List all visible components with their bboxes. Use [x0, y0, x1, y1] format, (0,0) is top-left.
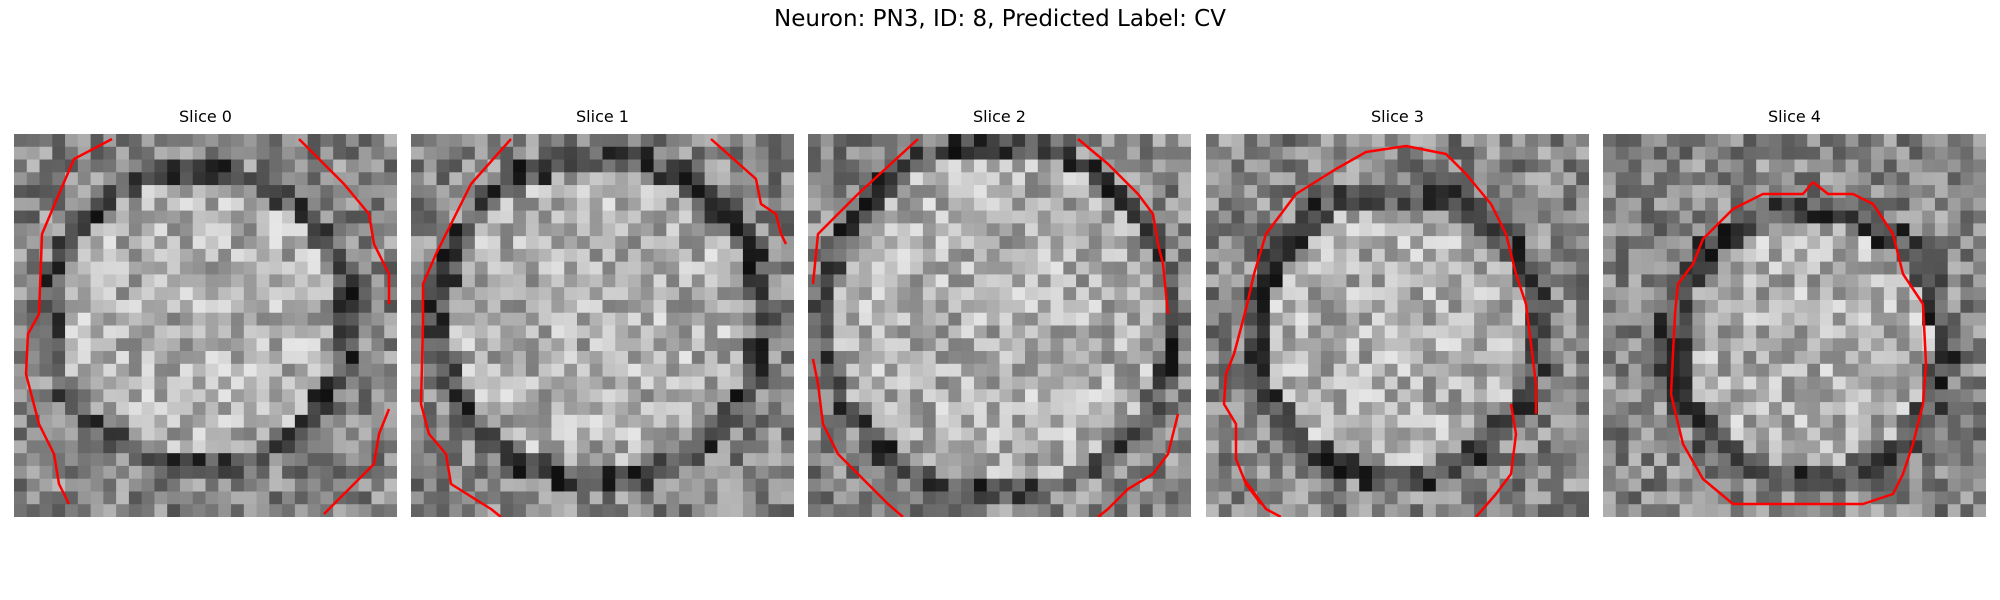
slice-image: [411, 134, 794, 517]
slice-title: Slice 4: [1768, 107, 1821, 126]
slice-panel-3: Slice 3: [1206, 105, 1589, 517]
contour-outline: [1222, 144, 1538, 505]
contour-outline: [811, 358, 904, 517]
slice-title: Slice 3: [1371, 107, 1424, 126]
slice-panel-4: Slice 4: [1603, 105, 1986, 517]
contour-outline: [323, 408, 391, 515]
slice-title: Slice 2: [973, 107, 1026, 126]
slice-panel-2: Slice 2: [808, 105, 1191, 517]
slice-image: [14, 134, 397, 517]
slice-title: Slice 0: [179, 107, 232, 126]
slice-image: [808, 134, 1191, 517]
contour-outline: [419, 138, 512, 517]
slice-title: Slice 1: [576, 107, 629, 126]
contour-outline: [1475, 403, 1518, 517]
contour-outline: [1097, 413, 1180, 517]
contour-outline: [811, 138, 919, 285]
contour-outline: [298, 138, 391, 304]
contour-outline: [24, 137, 113, 505]
slice-image: [1206, 134, 1589, 517]
slice-panel-1: Slice 1: [411, 105, 794, 517]
contour-outline: [710, 138, 788, 245]
contour-outline: [1669, 181, 1928, 506]
contour-outline: [1077, 138, 1170, 315]
contour-outline: [1242, 478, 1282, 517]
slice-image: [1603, 134, 1986, 517]
figure-title: Neuron: PN3, ID: 8, Predicted Label: CV: [774, 6, 1226, 32]
slice-panel-0: Slice 0: [14, 105, 397, 517]
